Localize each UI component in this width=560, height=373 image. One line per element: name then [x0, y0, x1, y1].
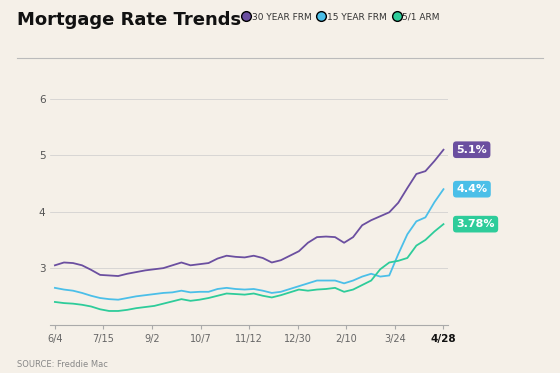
- Text: 5.1%: 5.1%: [456, 145, 487, 155]
- Text: 3.78%: 3.78%: [456, 219, 495, 229]
- Text: SOURCE: Freddie Mac: SOURCE: Freddie Mac: [17, 360, 108, 369]
- Legend: 30 YEAR FRM, 15 YEAR FRM, 5/1 ARM: 30 YEAR FRM, 15 YEAR FRM, 5/1 ARM: [240, 9, 444, 25]
- Text: 4.4%: 4.4%: [456, 184, 487, 194]
- Text: Mortgage Rate Trends: Mortgage Rate Trends: [17, 11, 241, 29]
